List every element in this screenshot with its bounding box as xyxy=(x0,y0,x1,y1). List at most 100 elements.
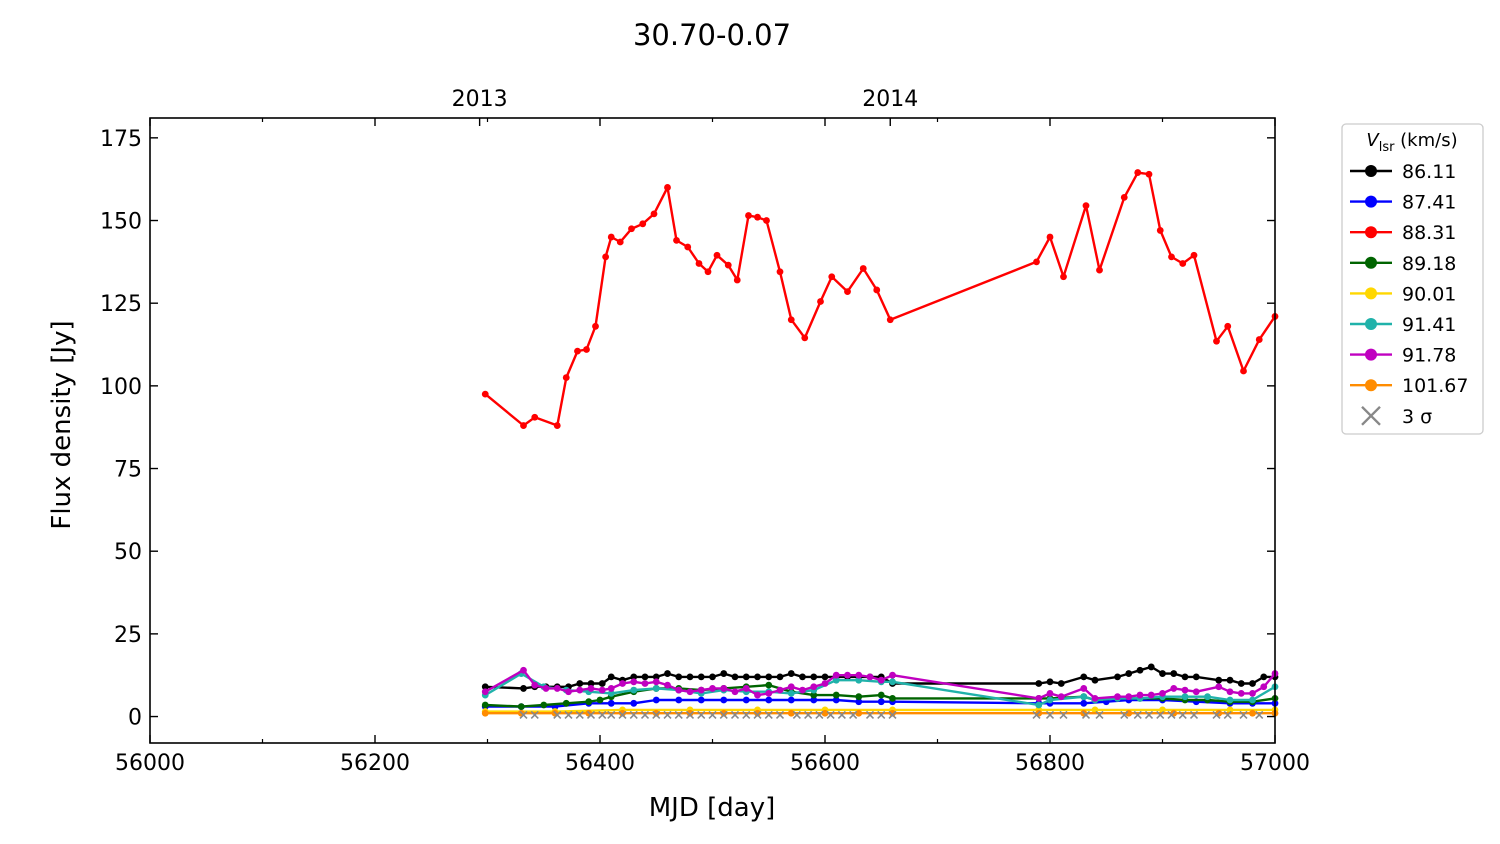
data-point xyxy=(652,685,660,692)
data-point xyxy=(1240,367,1247,375)
legend-title: Vlsr (km/s) xyxy=(1366,130,1457,155)
data-point xyxy=(832,671,840,679)
data-point xyxy=(1125,693,1133,701)
data-point xyxy=(1181,686,1189,694)
data-point xyxy=(704,268,712,276)
data-point xyxy=(686,673,694,681)
data-point xyxy=(873,286,881,294)
legend-item: 91.78 xyxy=(1350,345,1456,367)
sigma-marker xyxy=(629,710,638,719)
sigma-marker xyxy=(1255,710,1264,719)
data-point xyxy=(596,696,604,704)
sigma-marker xyxy=(1212,710,1221,719)
series-layer xyxy=(481,169,1279,719)
series-101.67 xyxy=(481,709,1279,717)
data-point xyxy=(1147,691,1155,699)
legend-sigma-marker xyxy=(1361,405,1381,426)
axes-layer: 56000 56200 56400 56600 56800 57000 2013 2014 0 2… xyxy=(100,87,1310,776)
data-point xyxy=(844,671,851,679)
data-point xyxy=(1035,680,1043,687)
sigma-marker xyxy=(1120,710,1129,719)
data-point xyxy=(616,238,624,246)
data-point xyxy=(628,225,635,233)
data-point xyxy=(776,673,784,681)
series-line xyxy=(485,698,1275,708)
data-point xyxy=(630,686,638,694)
sigma-marker xyxy=(877,710,886,719)
data-point xyxy=(686,709,694,717)
sigma-marker xyxy=(764,710,773,719)
sigma-marker xyxy=(1189,710,1199,719)
data-point xyxy=(531,681,539,689)
data-point xyxy=(585,698,593,706)
data-point xyxy=(520,685,527,692)
data-point xyxy=(1249,689,1256,697)
data-point xyxy=(1260,673,1268,681)
data-point xyxy=(742,685,750,692)
data-point xyxy=(574,347,581,355)
data-point xyxy=(855,676,863,684)
data-point xyxy=(1181,673,1189,681)
data-point xyxy=(733,276,741,284)
legend-item: 88.31 xyxy=(1350,222,1456,244)
legend-title-units: (km/s) xyxy=(1394,130,1457,151)
data-point xyxy=(801,334,809,342)
data-point xyxy=(565,688,572,696)
y-tick-label: 50 xyxy=(114,540,142,565)
data-point xyxy=(652,673,660,681)
legend-label: 89.18 xyxy=(1402,253,1456,275)
data-point xyxy=(619,680,626,687)
legend-item: 101.67 xyxy=(1350,375,1468,397)
data-point xyxy=(587,685,595,692)
data-point xyxy=(1190,251,1198,259)
y-tick-label: 150 xyxy=(100,210,142,235)
sigma-markers xyxy=(519,710,1264,719)
x-tick-label: 56400 xyxy=(565,751,635,776)
legend-swatch-marker xyxy=(1365,226,1377,239)
data-point xyxy=(1226,706,1234,714)
data-point xyxy=(664,681,671,689)
data-point xyxy=(1046,678,1054,686)
data-point xyxy=(886,316,894,324)
data-point xyxy=(697,686,705,694)
legend-label: 88.31 xyxy=(1402,222,1456,244)
sigma-marker xyxy=(1167,710,1176,719)
sigma-marker xyxy=(1223,710,1232,719)
data-point xyxy=(1237,680,1245,687)
legend-swatch-marker xyxy=(1365,287,1377,300)
data-point xyxy=(776,686,784,694)
data-point xyxy=(697,696,705,704)
top-year-label: 2014 xyxy=(862,87,918,112)
data-point xyxy=(889,678,896,686)
data-point xyxy=(1237,689,1245,697)
data-point xyxy=(855,693,863,701)
data-point xyxy=(709,673,716,681)
series-88.31 xyxy=(481,169,1279,429)
data-point xyxy=(810,683,818,691)
data-point xyxy=(1096,266,1103,274)
data-point xyxy=(553,685,561,692)
data-point xyxy=(1181,693,1189,701)
sigma-marker xyxy=(804,710,813,719)
data-point xyxy=(562,374,570,381)
data-point xyxy=(650,210,658,218)
legend-item: 89.18 xyxy=(1350,253,1456,275)
data-point xyxy=(1046,233,1054,241)
legend-swatch-marker xyxy=(1365,256,1377,269)
data-point xyxy=(675,686,683,694)
data-point xyxy=(641,673,649,681)
data-point xyxy=(1080,693,1088,701)
x-tick-label: 56800 xyxy=(1015,751,1085,776)
data-point xyxy=(607,673,615,681)
data-point xyxy=(832,691,840,699)
data-point xyxy=(695,260,703,267)
legend-swatch-marker xyxy=(1365,379,1377,392)
y-tick-label: 125 xyxy=(100,292,142,317)
sigma-marker xyxy=(775,710,785,719)
data-point xyxy=(1080,699,1088,707)
legend-item: 86.11 xyxy=(1350,161,1456,183)
data-point xyxy=(1156,227,1164,234)
data-point xyxy=(1226,676,1234,684)
data-point xyxy=(641,680,649,687)
data-point xyxy=(1249,709,1256,717)
